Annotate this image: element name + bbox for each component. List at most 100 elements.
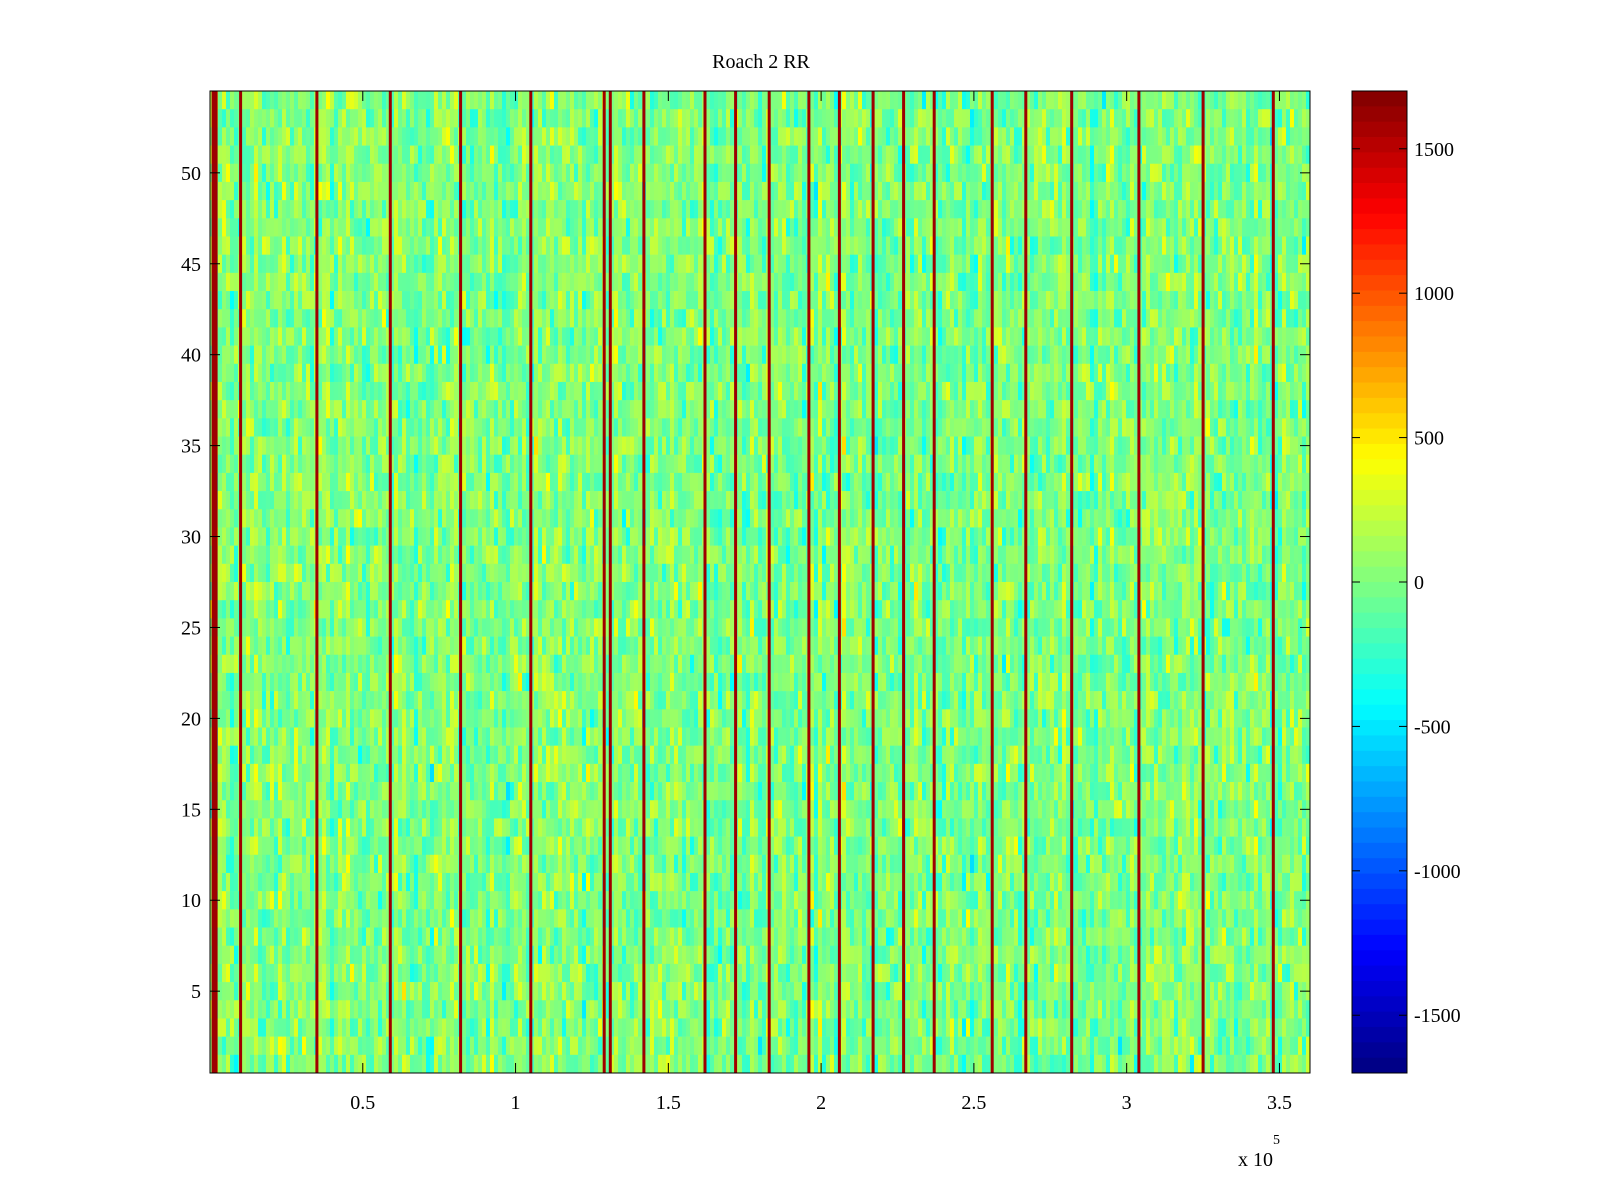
heatmap-cell bbox=[258, 145, 263, 165]
heatmap-cell bbox=[258, 672, 263, 692]
heatmap-cell bbox=[542, 891, 547, 910]
heatmap-cell bbox=[398, 854, 403, 874]
heatmap-cell bbox=[362, 909, 367, 928]
heatmap-cell bbox=[522, 963, 527, 983]
heatmap-cell bbox=[306, 1036, 311, 1056]
heatmap-cell bbox=[226, 218, 231, 237]
heatmap-cell bbox=[218, 872, 223, 892]
heatmap-cell bbox=[350, 236, 355, 255]
heatmap-cell bbox=[542, 945, 547, 965]
heatmap-cell bbox=[466, 127, 471, 146]
heatmap-cell bbox=[318, 782, 323, 801]
heatmap-cell bbox=[338, 327, 343, 346]
heatmap-cell bbox=[294, 145, 299, 165]
heatmap-cell bbox=[478, 618, 483, 637]
heatmap-cell bbox=[534, 927, 539, 947]
heatmap-cell bbox=[442, 254, 447, 274]
heatmap-cell bbox=[310, 582, 315, 601]
heatmap-cell bbox=[538, 763, 543, 783]
heatmap-cell bbox=[410, 982, 415, 1001]
heatmap-cell bbox=[414, 891, 419, 910]
heatmap-cell bbox=[290, 927, 295, 947]
heatmap-cell bbox=[330, 982, 335, 1001]
heatmap-cell bbox=[466, 982, 471, 1001]
heatmap-cell bbox=[442, 345, 447, 365]
heatmap-cell bbox=[282, 982, 287, 1001]
heatmap-cell bbox=[534, 272, 539, 292]
heatmap-cell bbox=[382, 891, 387, 910]
heatmap-cell bbox=[254, 782, 259, 801]
heatmap-cell bbox=[550, 491, 555, 510]
heatmap-cell bbox=[538, 963, 543, 983]
heatmap-cell bbox=[278, 254, 283, 274]
heatmap-cell bbox=[562, 418, 567, 437]
heatmap-cell bbox=[286, 745, 291, 765]
heatmap-cell bbox=[270, 418, 275, 437]
heatmap-cell bbox=[354, 691, 359, 710]
heatmap-cell bbox=[338, 200, 343, 219]
heatmap-cell bbox=[230, 763, 235, 783]
heatmap-cell bbox=[226, 800, 231, 819]
heatmap-cell bbox=[306, 727, 311, 746]
heatmap-cell bbox=[278, 600, 283, 619]
heatmap-cell bbox=[446, 163, 451, 183]
heatmap-cell bbox=[290, 472, 295, 492]
heatmap-cell bbox=[382, 327, 387, 346]
heatmap-cell bbox=[242, 291, 247, 310]
heatmap-cell bbox=[490, 945, 495, 965]
heatmap-cell bbox=[274, 582, 279, 601]
heatmap-cell bbox=[550, 836, 555, 856]
heatmap-cell bbox=[486, 327, 491, 346]
heatmap-cell bbox=[430, 782, 435, 801]
heatmap-cell bbox=[494, 1036, 499, 1056]
heatmap-cell bbox=[258, 91, 263, 110]
heatmap-cell bbox=[294, 982, 299, 1001]
heatmap-cell bbox=[322, 636, 327, 656]
heatmap-cell bbox=[306, 109, 311, 128]
heatmap-cell bbox=[486, 927, 491, 947]
heatmap-cell bbox=[358, 927, 363, 947]
heatmap-cell bbox=[418, 927, 423, 947]
heatmap-cell bbox=[510, 963, 515, 983]
heatmap-cell bbox=[542, 472, 547, 492]
heatmap-cell bbox=[570, 91, 575, 110]
heatmap-cell bbox=[526, 854, 531, 874]
heatmap-cell bbox=[230, 854, 235, 874]
heatmap-cell bbox=[302, 763, 307, 783]
heatmap-cell bbox=[438, 218, 443, 237]
heatmap-cell bbox=[542, 491, 547, 510]
heatmap-cell bbox=[366, 109, 371, 128]
heatmap-cell bbox=[302, 163, 307, 183]
heatmap-cell bbox=[410, 600, 415, 619]
heatmap-cell bbox=[450, 618, 455, 637]
heatmap-cell bbox=[254, 345, 259, 365]
heatmap-cell bbox=[350, 309, 355, 328]
heatmap-cell bbox=[226, 254, 231, 274]
heatmap-cell bbox=[466, 218, 471, 237]
heatmap-cell bbox=[482, 927, 487, 947]
heatmap-cell bbox=[234, 1018, 239, 1037]
heatmap-cell bbox=[562, 982, 567, 1001]
heatmap-cell bbox=[306, 872, 311, 892]
heatmap-cell bbox=[514, 91, 519, 110]
heatmap-cell bbox=[470, 91, 475, 110]
heatmap-cell bbox=[346, 872, 351, 892]
heatmap-cell bbox=[366, 982, 371, 1001]
heatmap-cell bbox=[558, 545, 563, 565]
heatmap-cell bbox=[246, 654, 251, 674]
heatmap-cell bbox=[534, 782, 539, 801]
heatmap-cell bbox=[270, 163, 275, 183]
heatmap-cell bbox=[506, 545, 511, 565]
heatmap-cell bbox=[570, 254, 575, 274]
heatmap-cell bbox=[302, 91, 307, 110]
heatmap-cell bbox=[342, 800, 347, 819]
heatmap-cell bbox=[270, 491, 275, 510]
heatmap-cell bbox=[318, 400, 323, 419]
heatmap-cell bbox=[538, 691, 543, 710]
heatmap-cell bbox=[226, 127, 231, 146]
heatmap-cell bbox=[294, 272, 299, 292]
heatmap-cell bbox=[470, 1000, 475, 1019]
heatmap-cell bbox=[386, 654, 391, 674]
heatmap-cell bbox=[354, 872, 359, 892]
heatmap-cell bbox=[510, 1000, 515, 1019]
